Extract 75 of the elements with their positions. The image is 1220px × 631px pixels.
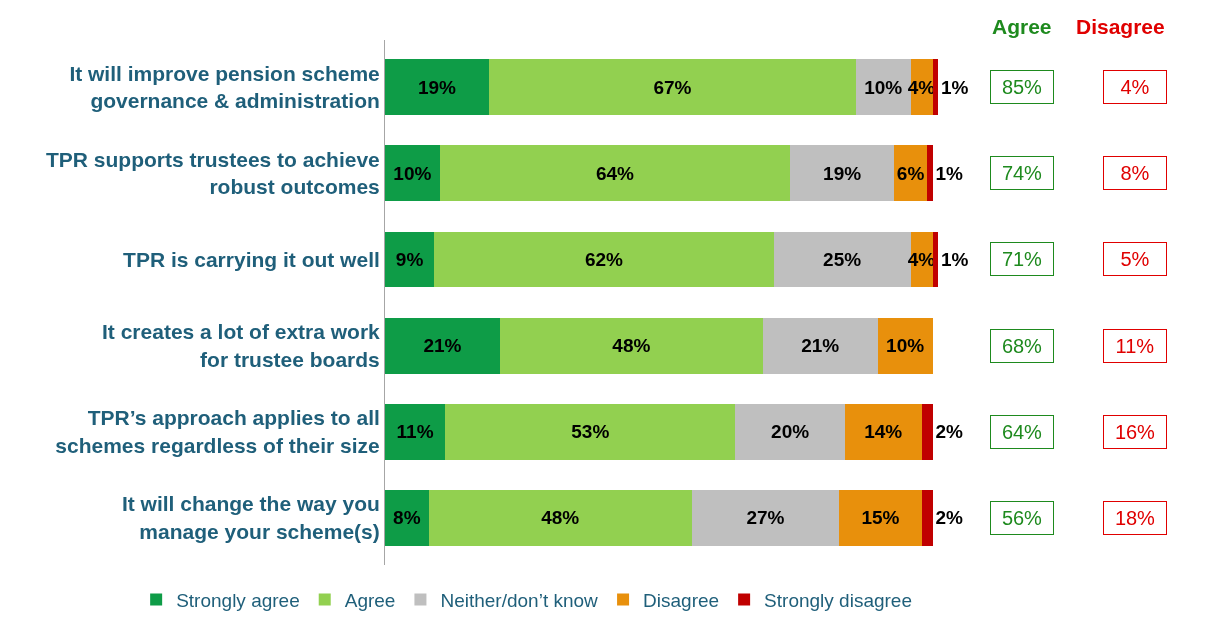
text: Agree xyxy=(992,15,1052,38)
legend-label: Strongly disagree xyxy=(764,590,912,612)
bar xyxy=(790,145,895,202)
data-label: 6% xyxy=(896,162,925,184)
data-label: 48% xyxy=(541,507,580,529)
data-label: 9% xyxy=(395,248,424,270)
y-tick-label: TPR’s approach applies to all schemes regardless of their size xyxy=(55,406,380,457)
data-label: 11% xyxy=(396,421,434,443)
data-label: 14% xyxy=(864,421,903,443)
text: 85% xyxy=(1001,76,1043,98)
bar xyxy=(385,145,440,202)
data-label: 27% xyxy=(746,507,785,529)
data-label: 10% xyxy=(864,76,903,98)
bar xyxy=(691,489,840,546)
data-label: 1% xyxy=(941,76,969,98)
data-label: 2% xyxy=(935,421,964,443)
y-tick-label: It will improve pension scheme governance & administration xyxy=(69,62,380,113)
text: 71% xyxy=(1001,248,1043,270)
bar xyxy=(385,317,500,374)
legend-label: Disagree xyxy=(643,590,720,612)
data-label: 21% xyxy=(423,335,462,357)
data-label: 10% xyxy=(393,162,432,184)
text: 16% xyxy=(1114,421,1156,443)
data-label: 19% xyxy=(417,76,457,98)
data-label: 2% xyxy=(935,507,964,529)
data-label: 67% xyxy=(653,76,692,98)
y-tick-label: TPR supports trustees to achieve robust outcomes xyxy=(46,148,380,199)
data-label: 1% xyxy=(935,162,964,184)
bar xyxy=(762,317,878,374)
y-tick-label: It will change the way you manage your scheme(s) xyxy=(121,492,380,543)
legend-label: Agree xyxy=(344,590,396,612)
bar xyxy=(385,59,490,116)
y-tick-label: It creates a lot of extra work for trustee boards xyxy=(102,320,381,371)
text: 11% xyxy=(1115,335,1155,357)
bar xyxy=(735,403,845,460)
bar xyxy=(499,317,763,374)
text: 8% xyxy=(1120,162,1150,184)
bar xyxy=(385,489,429,546)
bar xyxy=(439,145,791,202)
data-label: 19% xyxy=(823,162,862,184)
bar xyxy=(932,231,938,288)
data-label: 15% xyxy=(861,507,900,529)
legend-label: Neither/don’t know xyxy=(440,590,599,612)
text: 74% xyxy=(1001,162,1043,184)
bar xyxy=(385,403,446,460)
data-label: 8% xyxy=(393,507,421,529)
bar xyxy=(932,59,938,116)
text: Disagree xyxy=(1076,15,1165,38)
data-label: 20% xyxy=(771,421,810,443)
bar xyxy=(839,489,922,546)
bar xyxy=(927,145,933,202)
bar xyxy=(428,489,692,546)
text: 68% xyxy=(1001,335,1043,357)
bar xyxy=(844,403,922,460)
data-label: 53% xyxy=(571,421,610,443)
data-label: 1% xyxy=(941,248,969,270)
legend-label: Strongly agree xyxy=(176,590,300,612)
data-label: 25% xyxy=(823,248,862,270)
data-label: 64% xyxy=(595,162,635,184)
bar xyxy=(434,231,774,288)
text: 5% xyxy=(1120,248,1150,270)
text: 56% xyxy=(1001,507,1043,529)
bar xyxy=(877,317,933,374)
text: 18% xyxy=(1114,507,1156,529)
bar xyxy=(445,403,736,460)
y-tick-label: TPR is carrying it out well xyxy=(123,247,380,271)
bar xyxy=(489,59,856,116)
data-label: 21% xyxy=(801,335,840,357)
data-label: 62% xyxy=(584,248,624,270)
bar xyxy=(921,403,933,460)
data-label: 10% xyxy=(886,335,925,357)
data-label: 48% xyxy=(612,335,651,357)
text: 64% xyxy=(1001,421,1043,443)
bar xyxy=(921,489,933,546)
text: 4% xyxy=(1120,76,1150,98)
